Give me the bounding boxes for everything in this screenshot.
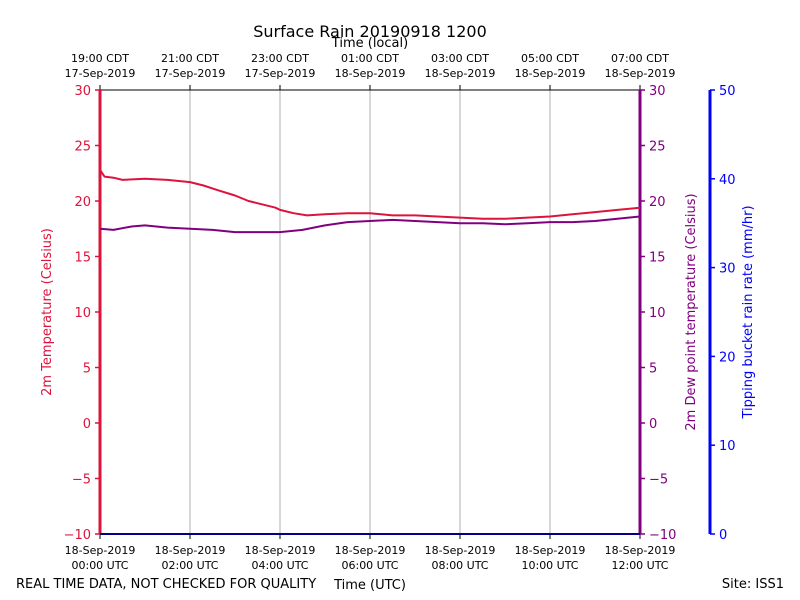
top-tick-label-date: 18-Sep-2019 <box>515 67 586 80</box>
chart-title: Surface Rain 20190918 1200 <box>253 22 487 41</box>
right-axis-tick-label: −5 <box>649 473 668 488</box>
top-tick-label-date: 17-Sep-2019 <box>65 67 136 80</box>
top-tick-label-date: 17-Sep-2019 <box>155 67 226 80</box>
x-axis-ticks: 18-Sep-2019 00:00 UTC 19:00 CDT 17-Sep-2019… <box>65 52 676 572</box>
footer-site: Site: ISS1 <box>722 577 784 592</box>
right-axis-tick-label: 15 <box>649 251 666 266</box>
x-tick-label-date: 18-Sep-2019 <box>335 544 406 557</box>
rain-axis-tick-label: 30 <box>719 262 736 277</box>
left-axis-tick-label: −5 <box>72 473 91 488</box>
top-tick-label-time: 23:00 CDT <box>251 52 309 65</box>
right-axis-ticks: 30 25 20 15 10 5 0 −5 −10 <box>640 84 676 543</box>
right-axis-tick-label: 20 <box>649 195 666 210</box>
top-tick-label-time: 03:00 CDT <box>431 52 489 65</box>
x-tick-label-date: 18-Sep-2019 <box>605 544 676 557</box>
rain-axis-tick-label: 40 <box>719 173 736 188</box>
rain-axis-tick-label: 0 <box>719 528 727 543</box>
x-tick-label-time: 06:00 UTC <box>341 559 398 572</box>
right-axis-tick-label: 25 <box>649 140 666 155</box>
series-group <box>99 169 641 234</box>
top-tick-label-time: 01:00 CDT <box>341 52 399 65</box>
right-axis-label: 2m Dew point temperature (Celsius) <box>684 193 699 430</box>
x-tick-label-time: 02:00 UTC <box>161 559 218 572</box>
x-tick-label-date: 18-Sep-2019 <box>515 544 586 557</box>
rain-axis-tick-label: 50 <box>719 84 736 99</box>
top-tick-label-date: 18-Sep-2019 <box>605 67 676 80</box>
x-tick-label-date: 18-Sep-2019 <box>65 544 136 557</box>
x-tick-label-time: 04:00 UTC <box>251 559 308 572</box>
x-tick-label-time: 12:00 UTC <box>611 559 668 572</box>
top-tick-label-time: 19:00 CDT <box>71 52 129 65</box>
dewpoint-line <box>99 215 641 234</box>
right-axis-tick-label: 30 <box>649 84 666 99</box>
left-axis-tick-label: 10 <box>74 306 91 321</box>
rain-axis-label: Tipping bucket rain rate (mm/hr) <box>741 205 756 419</box>
top-tick-label-time: 21:00 CDT <box>161 52 219 65</box>
top-tick-label-time: 07:00 CDT <box>611 52 669 65</box>
left-axis-tick-label: 25 <box>74 140 91 155</box>
x-tick-label-time: 00:00 UTC <box>71 559 128 572</box>
top-tick-label-date: 18-Sep-2019 <box>335 67 406 80</box>
left-axis-ticks: 30 25 20 15 10 5 0 −5 −10 <box>64 84 100 543</box>
left-axis-tick-label: 30 <box>74 84 91 99</box>
x-tick-label-time: 10:00 UTC <box>521 559 578 572</box>
rain-axis-tick-label: 20 <box>719 350 736 365</box>
top-tick-label-date: 17-Sep-2019 <box>245 67 316 80</box>
right-axis-tick-label: −10 <box>649 528 676 543</box>
rain-axis-tick-label: 10 <box>719 439 736 454</box>
left-axis-tick-label: 20 <box>74 195 91 210</box>
left-axis-tick-label: −10 <box>64 528 91 543</box>
left-axis-label: 2m Temperature (Celsius) <box>40 228 55 396</box>
right-axis-tick-label: 10 <box>649 306 666 321</box>
x-tick-label-time: 08:00 UTC <box>431 559 488 572</box>
rain-axis-ticks: 50 40 30 20 10 0 <box>710 84 736 543</box>
temperature-line <box>99 169 641 220</box>
left-axis-tick-label: 5 <box>83 362 91 377</box>
gridlines <box>189 90 551 534</box>
top-tick-label-time: 05:00 CDT <box>521 52 579 65</box>
x-tick-label-date: 18-Sep-2019 <box>425 544 496 557</box>
right-axis-tick-label: 0 <box>649 417 657 432</box>
right-axis-tick-label: 5 <box>649 362 657 377</box>
bottom-axis-label: Time (UTC) <box>333 578 406 593</box>
left-axis-tick-label: 15 <box>74 251 91 266</box>
x-tick-label-date: 18-Sep-2019 <box>155 544 226 557</box>
x-tick-label-date: 18-Sep-2019 <box>245 544 316 557</box>
top-axis-label: Time (local) <box>331 36 408 51</box>
left-axis-tick-label: 0 <box>83 417 91 432</box>
top-tick-label-date: 18-Sep-2019 <box>425 67 496 80</box>
footer-quality-note: REAL TIME DATA, NOT CHECKED FOR QUALITY <box>16 577 316 592</box>
